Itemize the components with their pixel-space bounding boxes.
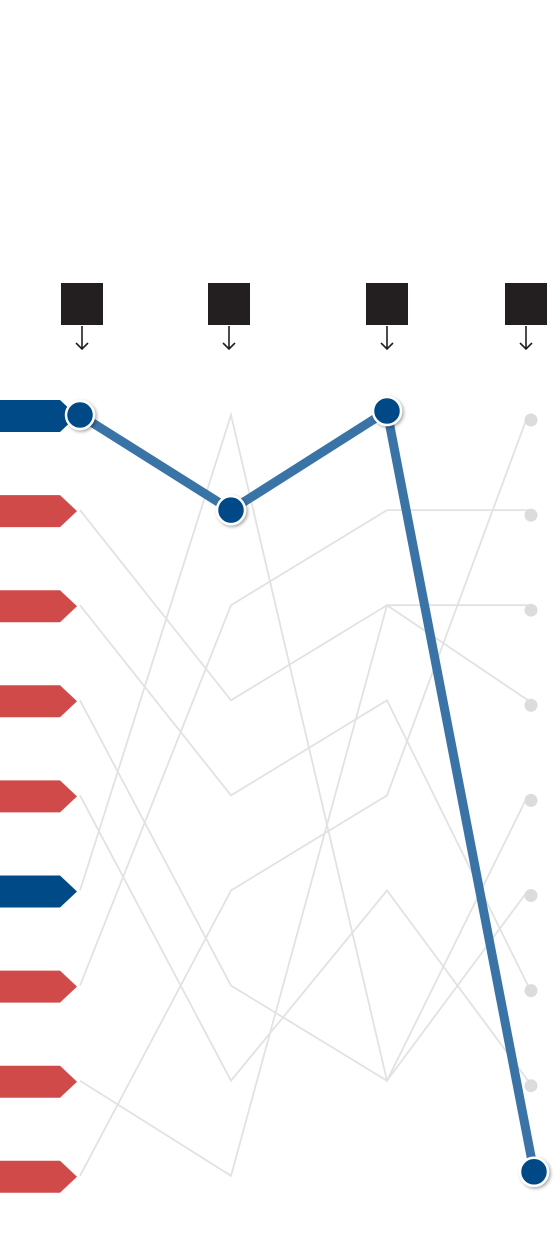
- stage-header-box-3: [366, 283, 408, 325]
- down-arrow-icon: [519, 326, 533, 351]
- series-line-7: [79, 509, 528, 986]
- series-line-9: [79, 414, 529, 1177]
- highlighted-series: [64, 395, 550, 1188]
- series-line-5: [79, 794, 529, 1083]
- row-tag-6: [0, 875, 77, 908]
- highlight-node-1: [64, 399, 96, 431]
- stage-header-box-1: [61, 283, 103, 325]
- row-tag-5: [0, 780, 77, 813]
- end-node-2: [524, 698, 538, 712]
- end-node-5: [524, 1079, 538, 1093]
- end-node-8: [524, 603, 538, 617]
- background-lines: [79, 411, 529, 1178]
- end-node-3: [524, 984, 538, 998]
- end-node-9: [524, 413, 538, 427]
- down-arrow-icon: [380, 326, 394, 351]
- end-node-4: [524, 793, 538, 807]
- highlight-node-2: [215, 494, 247, 526]
- series-line-6: [79, 411, 529, 1083]
- series-line-4: [79, 699, 529, 1082]
- stage-header-box-2: [208, 283, 250, 325]
- row-tag-7: [0, 970, 77, 1003]
- down-arrow-icon: [222, 326, 236, 351]
- row-tag-2: [0, 495, 77, 528]
- row-tag-3: [0, 590, 77, 623]
- row-tag-4: [0, 685, 77, 718]
- row-tag-1: [0, 400, 77, 432]
- stage-headers: [61, 283, 547, 351]
- row-tags: [0, 400, 77, 1193]
- highlight-node-3: [371, 395, 403, 427]
- down-arrow-icon: [75, 326, 89, 351]
- highlight-line: [77, 406, 539, 1173]
- series-line-2: [79, 509, 529, 702]
- background-nodes: [524, 413, 538, 1093]
- row-tag-9: [0, 1160, 77, 1193]
- stage-header-box-4: [505, 283, 547, 325]
- end-node-6: [524, 889, 538, 902]
- end-node-7: [524, 508, 538, 522]
- row-tag-8: [0, 1065, 77, 1098]
- highlight-node-4: [518, 1156, 550, 1188]
